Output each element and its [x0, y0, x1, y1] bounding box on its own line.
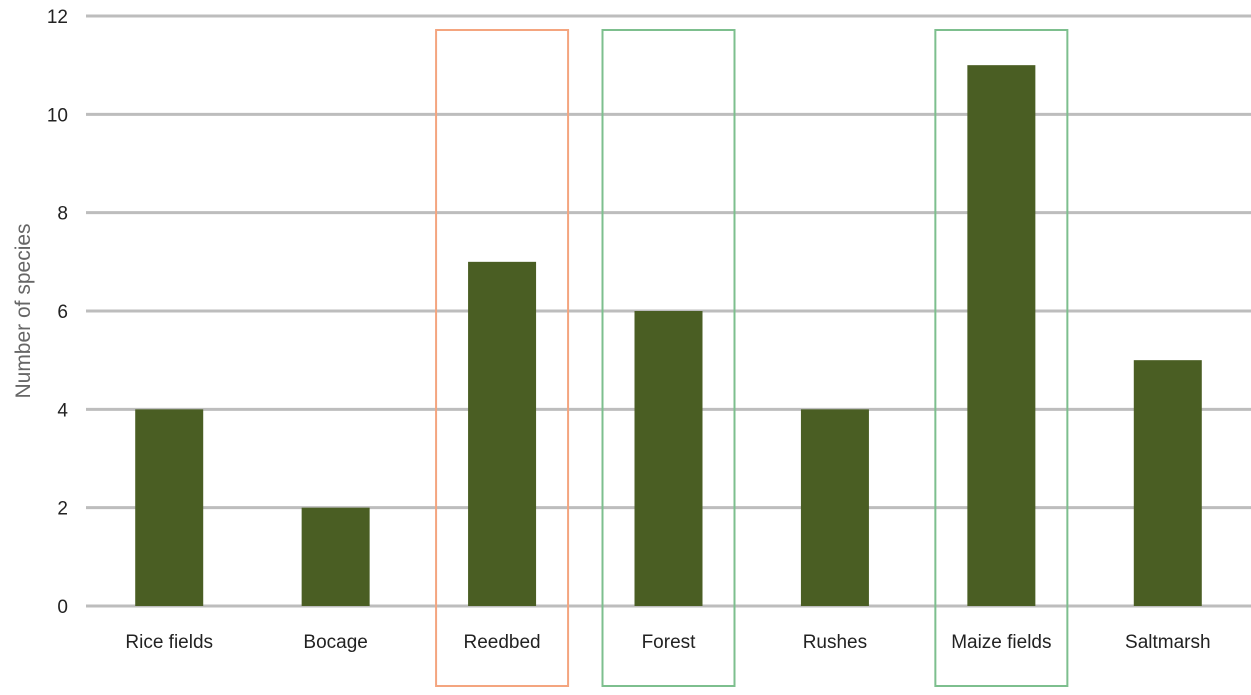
bar-bocage	[301, 507, 370, 606]
bar-maize-fields	[967, 65, 1036, 606]
y-tick-labels: 0 2 4 6 8 10 12	[47, 7, 69, 618]
x-tick-label: Saltmarsh	[1125, 632, 1211, 653]
bar-saltmarsh	[1133, 360, 1202, 606]
y-tick-label: 8	[57, 204, 68, 225]
y-tick-label: 10	[47, 105, 68, 126]
bar-rice-fields	[135, 409, 204, 606]
highlight-box-forest	[601, 29, 736, 687]
y-tick-label: 6	[57, 302, 68, 323]
bar-rushes	[800, 409, 869, 606]
x-tick-label: Reedbed	[464, 632, 541, 653]
y-tick-label: 4	[57, 400, 68, 421]
y-tick-label: 2	[57, 499, 68, 520]
x-tick-labels: Rice fields Bocage Reedbed Forest Rushes Maiz…	[125, 632, 1210, 653]
x-tick-label: Rice fields	[125, 632, 213, 653]
bar-forest	[634, 311, 703, 606]
y-tick-label: 0	[57, 597, 68, 618]
y-tick-label: 12	[47, 7, 68, 28]
bar-layer	[135, 65, 1202, 606]
x-tick-label: Forest	[642, 632, 697, 653]
highlight-box-maize-fields	[934, 29, 1069, 687]
bar-reedbed	[468, 261, 537, 606]
highlight-layer	[435, 29, 1069, 687]
x-tick-label: Bocage	[303, 632, 367, 653]
x-tick-label: Maize fields	[951, 632, 1051, 653]
y-axis-title: Number of species	[12, 223, 35, 398]
highlight-box-reedbed	[435, 29, 570, 687]
x-tick-label: Rushes	[803, 632, 867, 653]
